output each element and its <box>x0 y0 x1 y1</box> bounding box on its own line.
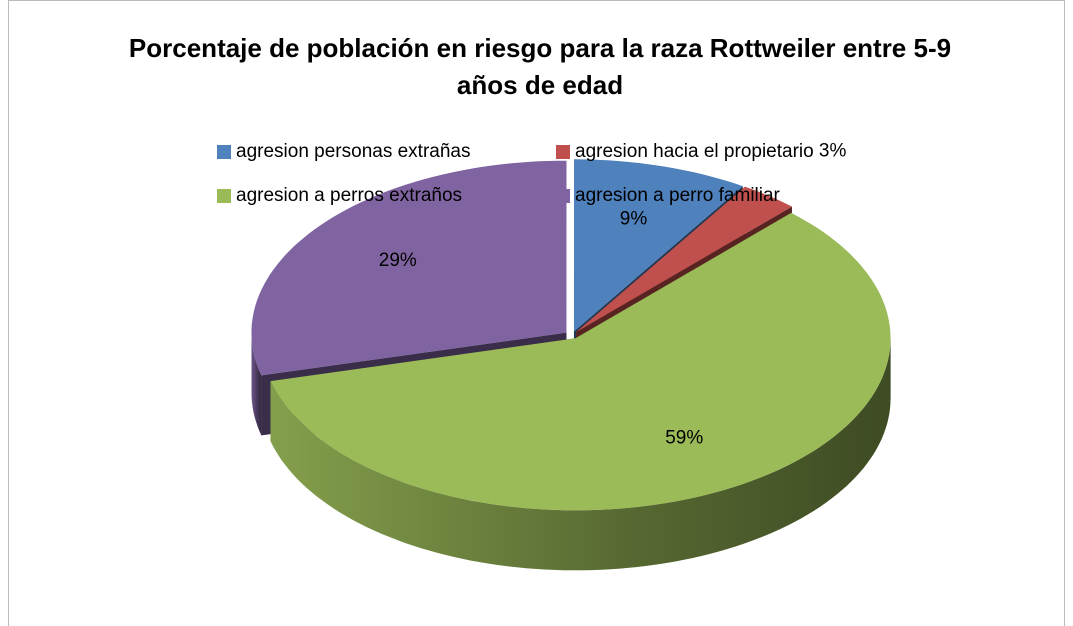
data-label: 29% <box>379 250 417 271</box>
slice <box>270 212 891 511</box>
chart-title: Porcentaje de población en riesgo para l… <box>128 33 952 100</box>
chart-border <box>8 0 1065 626</box>
legend-label: agresion hacia el propietario <box>575 141 814 162</box>
legend-swatch <box>556 189 570 203</box>
legend-swatch <box>217 189 231 203</box>
slice <box>576 186 792 332</box>
legend-label: agresion a perro familiar <box>575 185 781 206</box>
legend-swatch <box>556 145 570 159</box>
slice-side-shade <box>270 338 891 571</box>
data-label: 3% <box>819 141 847 162</box>
slice <box>573 159 743 332</box>
legend-swatch <box>217 145 231 159</box>
legend-label: agresion a perros extraños <box>236 185 462 206</box>
slice <box>251 160 567 376</box>
legend-label: agresion personas extrañas <box>236 141 470 162</box>
data-label: 9% <box>620 208 648 229</box>
slice-side-shade <box>251 332 262 436</box>
data-label: 59% <box>665 428 703 449</box>
